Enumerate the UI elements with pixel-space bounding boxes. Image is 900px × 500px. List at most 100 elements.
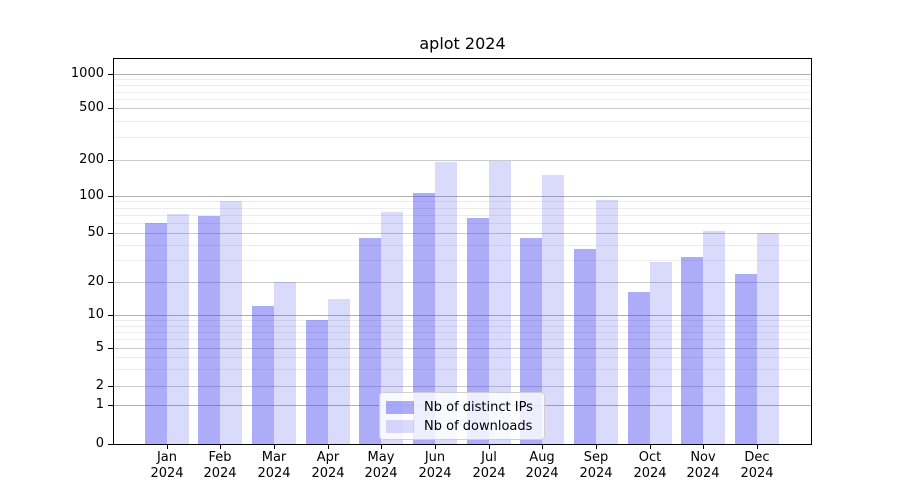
ytick-mark-2	[108, 386, 113, 387]
ytick-mark-100	[108, 196, 113, 197]
gridline-minor-y-8	[114, 326, 811, 327]
ytick-mark-1000	[108, 74, 113, 75]
ytick-mark-5	[108, 348, 113, 349]
bar-ips-sep	[574, 249, 596, 444]
bar-downloads-nov	[703, 231, 725, 444]
bar-downloads-jan	[167, 214, 189, 444]
legend-label-distinct-ips: Nb of distinct IPs	[424, 399, 533, 415]
gridline-minor-y-90	[114, 201, 811, 202]
bar-ips-dec	[735, 274, 757, 444]
bar-ips-may	[359, 238, 381, 444]
bar-downloads-jun	[435, 162, 457, 444]
gridline-minor-y-400	[114, 121, 811, 122]
legend-swatch-distinct-ips	[386, 400, 414, 414]
bar-downloads-aug	[542, 175, 564, 444]
gridline-y-50	[114, 233, 811, 234]
xtick-label-apr: Apr 2024	[311, 450, 345, 481]
bars	[114, 59, 811, 444]
bar-ips-apr	[306, 320, 328, 444]
gridline-y-200	[114, 160, 811, 161]
ytick-label-1: 1	[95, 397, 104, 412]
bar-ips-jun	[413, 193, 435, 444]
gridline-y-20	[114, 282, 811, 283]
legend-item-distinct-ips: Nb of distinct IPs	[386, 399, 536, 415]
ytick-mark-10	[108, 315, 113, 316]
legend-item-downloads: Nb of downloads	[386, 418, 536, 434]
ytick-label-20: 20	[87, 274, 104, 289]
bar-downloads-apr	[328, 299, 350, 444]
xtick-label-sep: Sep 2024	[579, 450, 613, 481]
gridline-minor-y-800	[114, 85, 811, 86]
chart-title: aplot 2024	[419, 34, 506, 53]
gridline-minor-y-600	[114, 99, 811, 100]
ytick-mark-0	[108, 444, 113, 445]
gridline-minor-y-700	[114, 92, 811, 93]
gridline-minor-y-4	[114, 357, 811, 358]
gridline-minor-y-9	[114, 320, 811, 321]
bar-downloads-may	[381, 212, 403, 444]
xtick-mark-jun	[435, 445, 436, 449]
bar-downloads-sep	[596, 200, 618, 444]
ytick-label-10: 10	[87, 307, 104, 322]
xtick-label-oct: Oct 2024	[633, 450, 667, 481]
bar-ips-jul	[467, 218, 489, 444]
ytick-mark-500	[108, 108, 113, 109]
xtick-mark-dec	[757, 445, 758, 449]
ytick-label-1000: 1000	[70, 66, 104, 81]
xtick-label-may: May 2024	[364, 450, 398, 481]
xtick-label-mar: Mar 2024	[257, 450, 291, 481]
legend-label-downloads: Nb of downloads	[424, 418, 533, 434]
ytick-label-2: 2	[95, 378, 104, 393]
xtick-mark-apr	[328, 445, 329, 449]
gridline-minor-y-300	[114, 137, 811, 138]
xtick-label-feb: Feb 2024	[203, 450, 237, 481]
gridline-y-500	[114, 108, 811, 109]
ytick-label-50: 50	[87, 225, 104, 240]
gridline-y-1000	[114, 74, 811, 75]
ytick-label-0: 0	[95, 436, 104, 451]
gridline-minor-y-900	[114, 79, 811, 80]
xtick-label-jun: Jun 2024	[418, 450, 452, 481]
gridline-minor-y-30	[114, 260, 811, 261]
xtick-mark-feb	[220, 445, 221, 449]
gridline-minor-y-70	[114, 215, 811, 216]
ytick-mark-20	[108, 282, 113, 283]
bar-downloads-jul	[489, 161, 511, 444]
legend: Nb of distinct IPs Nb of downloads	[379, 392, 545, 440]
bar-ips-mar	[252, 306, 274, 444]
bar-downloads-mar	[274, 282, 296, 444]
xtick-label-jul: Jul 2024	[472, 450, 506, 481]
gridline-y-100	[114, 196, 811, 197]
plot-area: Nb of distinct IPs Nb of downloads	[113, 58, 812, 445]
xtick-mark-jul	[489, 445, 490, 449]
xtick-label-jan: Jan 2024	[150, 450, 184, 481]
ytick-label-5: 5	[95, 340, 104, 355]
bar-ips-jan	[145, 223, 167, 444]
xtick-label-nov: Nov 2024	[686, 450, 720, 481]
bar-downloads-dec	[757, 233, 779, 444]
gridline-minor-y-60	[114, 223, 811, 224]
xtick-label-aug: Aug 2024	[525, 450, 559, 481]
xtick-mark-oct	[650, 445, 651, 449]
xtick-label-dec: Dec 2024	[740, 450, 774, 481]
bar-ips-nov	[681, 257, 703, 444]
legend-swatch-downloads	[386, 419, 414, 433]
ytick-mark-200	[108, 160, 113, 161]
gridline-minor-y-40	[114, 245, 811, 246]
gridline-minor-y-80	[114, 208, 811, 209]
gridline-y-10	[114, 315, 811, 316]
xtick-mark-jan	[167, 445, 168, 449]
xtick-mark-sep	[596, 445, 597, 449]
bar-ips-oct	[628, 292, 650, 444]
xtick-mark-may	[381, 445, 382, 449]
gridline-minor-y-7	[114, 332, 811, 333]
ytick-label-500: 500	[79, 100, 104, 115]
xtick-mark-aug	[542, 445, 543, 449]
bar-downloads-oct	[650, 262, 672, 444]
ytick-label-200: 200	[79, 152, 104, 167]
gridline-y-5	[114, 348, 811, 349]
bar-downloads-feb	[220, 201, 242, 444]
xtick-mark-mar	[274, 445, 275, 449]
gridline-minor-y-6	[114, 339, 811, 340]
